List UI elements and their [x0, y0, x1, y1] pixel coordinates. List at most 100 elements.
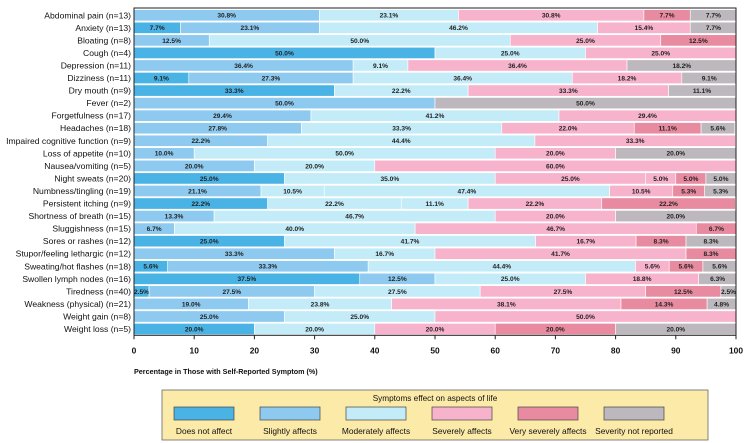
data-label-weight-loss-5: 20.0% [666, 326, 685, 333]
data-label-headaches-1: 27.8% [208, 126, 227, 133]
legend-label-moderately-affects: Moderately affects [342, 426, 410, 436]
data-label-fever-5: 50.0% [576, 101, 595, 108]
category-label-impaired-cognitive-function: Impaired cognitive function (n=9) [6, 136, 131, 146]
data-label-weight-gain-3: 50.0% [576, 314, 595, 321]
legend-swatch-does-not-affect [173, 406, 235, 421]
data-label-loss-of-appetite-3: 20.0% [546, 151, 565, 158]
data-label-abdominal-pain-2: 23.1% [380, 13, 399, 20]
data-label-headaches-5: 5.6% [710, 126, 725, 133]
category-label-fever: Fever (n=2) [86, 98, 131, 108]
legend-swatch-severely-affects [431, 406, 493, 421]
data-label-sores-or-rashes-0: 25.0% [200, 239, 219, 246]
data-label-depression-3: 36.4% [508, 63, 527, 70]
legend-swatch-slightly-affects [259, 406, 321, 421]
data-label-sweating-hot-flashes-5: 5.6% [712, 264, 727, 271]
data-label-loss-of-appetite-1: 10.0% [155, 151, 174, 158]
category-label-abdominal-pain: Abdominal pain (n=13) [44, 10, 131, 20]
bar-depression-severity-not-reported [626, 59, 737, 72]
data-label-sores-or-rashes-3: 16.7% [576, 239, 595, 246]
data-label-sluggishness-2: 40.0% [285, 226, 304, 233]
data-label-nausea-vomiting-1: 20.0% [185, 163, 204, 170]
data-label-persistent-itching-5: 22.2% [659, 201, 678, 208]
x-tick-label-70: 70 [551, 345, 561, 355]
data-label-headaches-3: 22.0% [559, 126, 578, 133]
data-label-anxiety-5: 7.7% [706, 25, 721, 32]
category-label-stupor-feeling-lethargic: Stupor/feeling lethargic (n=12) [16, 249, 132, 259]
category-label-shortness-of-breath: Shortness of breath (n=15) [29, 211, 132, 221]
bar-anxiety-severity-not-reported [689, 21, 737, 34]
data-label-tiredness-5: 12.5% [674, 289, 693, 296]
bar-headaches-severity-not-reported [700, 122, 736, 135]
data-label-forgetfulness-1: 29.4% [213, 113, 232, 120]
data-label-sweating-hot-flashes-2: 44.4% [492, 264, 511, 271]
data-label-weight-loss-0: 20.0% [185, 326, 204, 333]
x-tick-label-50: 50 [430, 345, 440, 355]
category-label-night-sweats: Night sweats (n=20) [54, 173, 131, 183]
data-label-loss-of-appetite-2: 50.0% [335, 151, 354, 158]
data-label-headaches-4: 11.1% [659, 126, 677, 133]
data-label-anxiety-1: 23.1% [241, 25, 260, 32]
data-label-sluggishness-3: 46.7% [546, 226, 565, 233]
data-label-sluggishness-4: 6.7% [709, 226, 724, 233]
category-label-sores-or-rashes: Sores or rashes (n=12) [43, 236, 131, 246]
data-label-swollen-lymph-nodes-0: 37.5% [238, 276, 257, 283]
data-label-numbness-tingling-3: 47.4% [458, 188, 477, 195]
data-label-loss-of-appetite-5: 20.0% [666, 151, 685, 158]
category-labels: Abdominal pain (n=13) Anxiety (n=13) Bloat… [6, 10, 131, 334]
data-label-dry-mouth-2: 22.2% [392, 88, 411, 95]
category-label-weight-loss: Weight loss (n=5) [64, 324, 131, 334]
data-label-sluggishness-1: 6.7% [147, 226, 162, 233]
category-label-cough: Cough (n=4) [83, 48, 131, 58]
data-label-tiredness-2: 27.5% [222, 289, 241, 296]
data-label-dizziness-1: 27.3% [262, 75, 281, 82]
data-label-nausea-vomiting-3: 60.0% [546, 163, 565, 170]
category-label-tiredness: Tiredness (n=40) [66, 286, 131, 296]
legend-label-does-not-affect: Does not affect [176, 426, 233, 436]
data-label-stupor-feeling-lethargic-4: 8.3% [704, 251, 719, 258]
x-axis-title: Percentage in Those with Self-Reported S… [134, 367, 318, 376]
data-label-sweating-hot-flashes-3: 5.6% [645, 264, 660, 271]
data-label-sores-or-rashes-4: 8.3% [654, 239, 669, 246]
legend-label-severely-affects: Severely affects [432, 426, 491, 436]
category-label-numbness-tingling: Numbness/tingling (n=19) [33, 186, 131, 196]
bar-impaired-cognitive-function-severely-affects [534, 134, 736, 147]
data-label-persistent-itching-3: 11.1% [426, 201, 444, 208]
category-label-forgetfulness: Forgetfulness (n=17) [51, 111, 131, 121]
bar-numbness-tingling-severity-not-reported [704, 185, 737, 197]
data-label-depression-1: 36.4% [234, 63, 253, 70]
x-tick-label-40: 40 [370, 345, 380, 355]
data-label-dry-mouth-5: 11.1% [693, 88, 711, 95]
data-label-numbness-tingling-5: 5.3% [681, 188, 696, 195]
data-label-tiredness-6: 2.5% [721, 289, 736, 296]
data-label-dry-mouth-3: 33.3% [559, 88, 578, 95]
data-label-nausea-vomiting-2: 20.0% [305, 163, 324, 170]
data-label-shortness-of-breath-1: 13.3% [165, 213, 184, 220]
data-label-sweating-hot-flashes-1: 33.3% [259, 264, 278, 271]
category-label-loss-of-appetite: Loss of appetite (n=10) [43, 148, 131, 158]
data-label-abdominal-pain-1: 30.8% [217, 13, 236, 20]
data-label-stupor-feeling-lethargic-3: 41.7% [551, 251, 570, 258]
x-tick-label-20: 20 [250, 345, 260, 355]
data-label-weight-loss-2: 20.0% [305, 326, 324, 333]
data-label-night-sweats-4: 5.0% [653, 176, 668, 183]
category-label-bloating: Bloating (n=8) [77, 35, 131, 45]
data-label-cough-0: 50.0% [275, 50, 294, 57]
data-label-dizziness-3: 18.2% [618, 75, 637, 82]
data-label-headaches-2: 33.3% [392, 126, 411, 133]
data-label-forgetfulness-2: 41.2% [426, 113, 445, 120]
category-label-swollen-lymph-nodes: Swollen lymph nodes (n=16) [22, 274, 131, 284]
data-label-weakness-4: 14.3% [655, 301, 674, 308]
bar-dry-mouth-severity-not-reported [668, 84, 736, 97]
category-label-weight-gain: Weight gain (n=8) [63, 311, 131, 321]
data-label-sores-or-rashes-5: 8.3% [704, 239, 719, 246]
data-label-weight-loss-4: 20.0% [546, 326, 565, 333]
x-tick-label-100: 100 [729, 345, 743, 355]
data-label-depression-5: 18.2% [672, 63, 691, 70]
data-label-night-sweats-6: 5.0% [713, 176, 728, 183]
data-label-abdominal-pain-5: 7.7% [706, 13, 721, 20]
x-axis: 0 10 20 30 40 50 60 70 80 90 100 [132, 7, 743, 355]
data-label-impaired-cognitive-function-1: 22.2% [191, 138, 210, 145]
category-label-sluggishness: Sluggishness (n=15) [52, 224, 131, 234]
data-label-abdominal-pain-4: 7.7% [660, 13, 675, 20]
